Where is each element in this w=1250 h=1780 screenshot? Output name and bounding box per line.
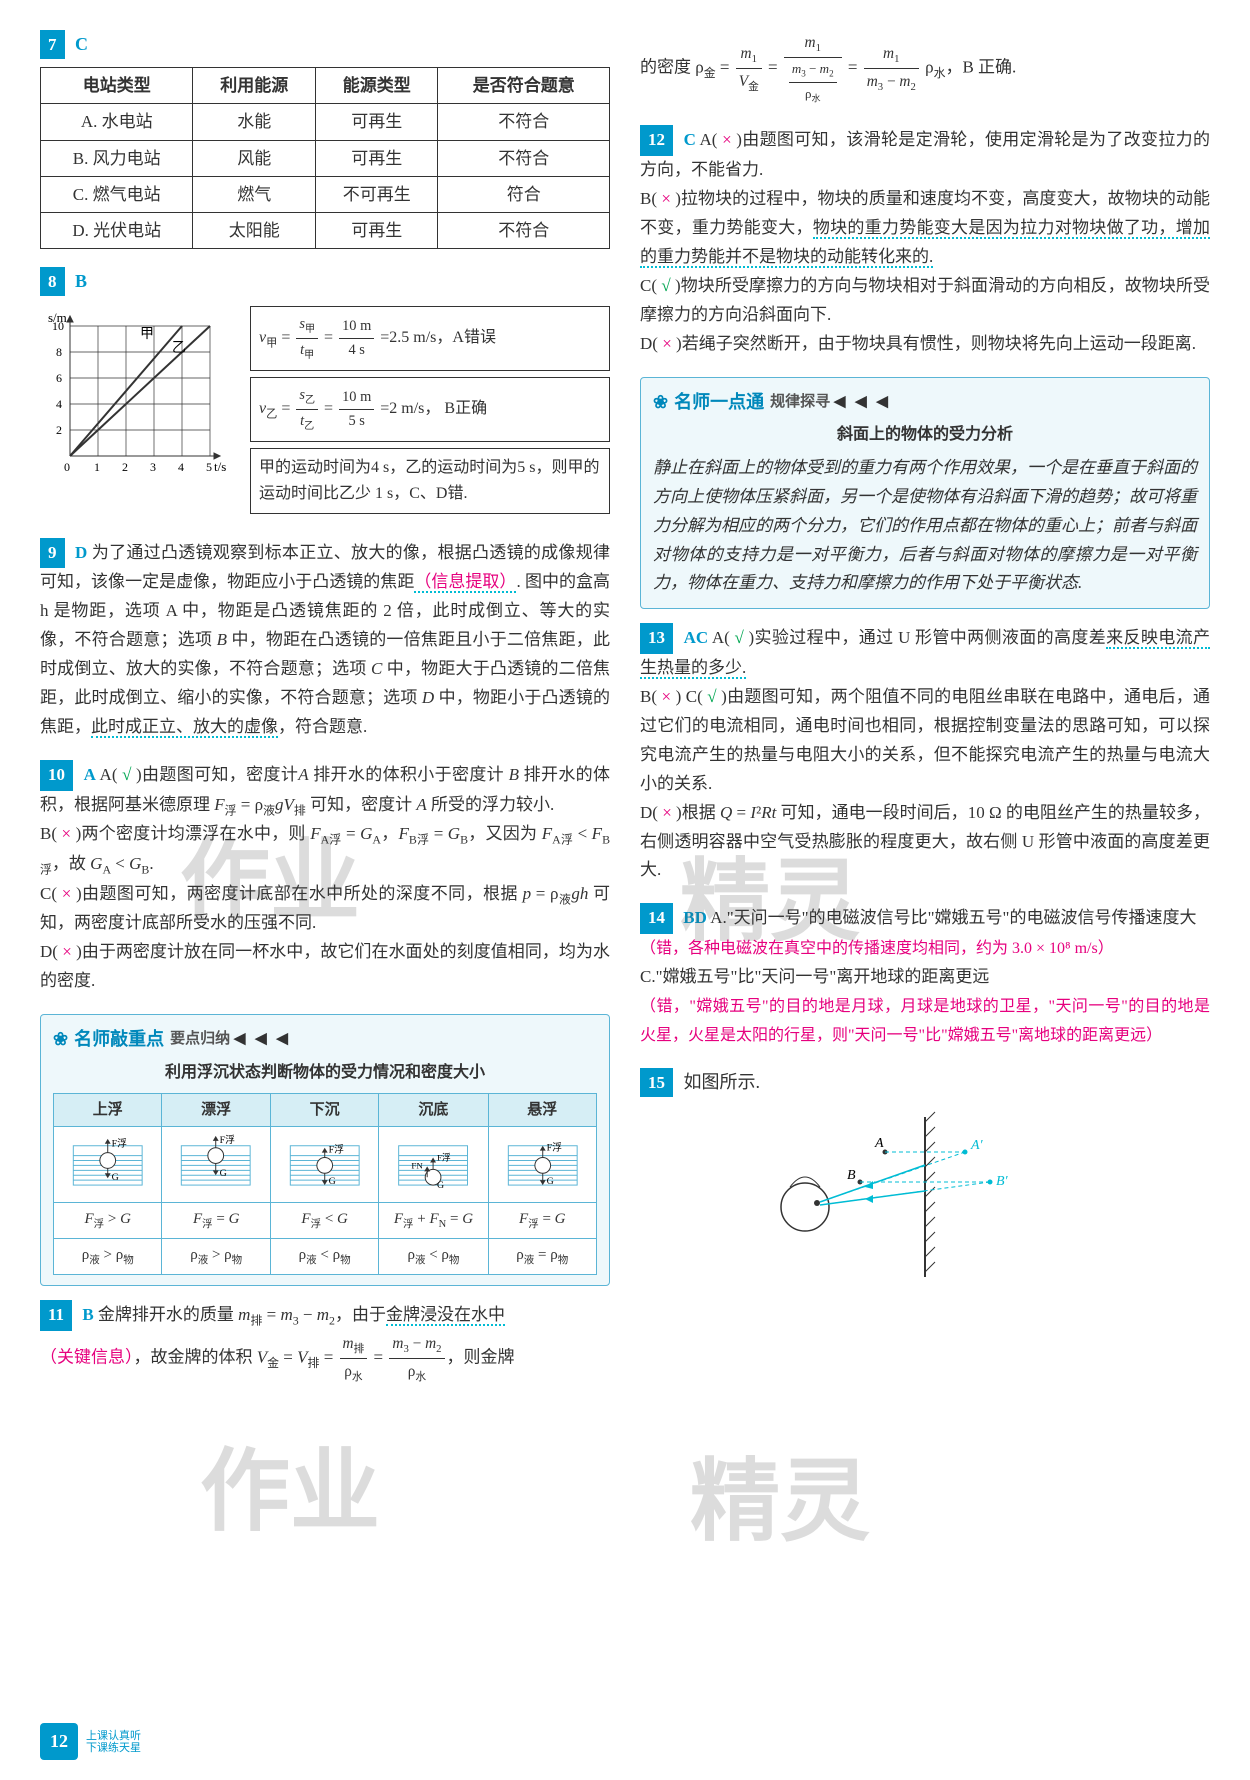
- svg-text:G: G: [220, 1168, 227, 1179]
- q14-a: A."天问一号"的电磁波信号比"嫦娥五号"的电磁波信号传播速度大: [710, 908, 1196, 927]
- svg-text:5: 5: [206, 460, 212, 474]
- q14-answer: BD: [683, 908, 707, 927]
- svg-text:t/s: t/s: [214, 459, 226, 474]
- q12-answer: C: [684, 130, 696, 149]
- svg-text:G: G: [546, 1176, 553, 1187]
- infobox-rules: ❀ 名师一点通 规律探寻 ◀ ◀ ◀ 斜面上的物体的受力分析 静止在斜面上的物体…: [640, 377, 1210, 610]
- q7-table: 电站类型 利用能源 能源类型 是否符合题意 A. 水电站水能可再生不符合 B. …: [40, 67, 610, 249]
- infobox-key-points: ❀ 名师敲重点 要点归纳 ◀ ◀ ◀ 利用浮沉状态判断物体的受力情况和密度大小 …: [40, 1014, 610, 1286]
- q8-calculations: v甲 = s甲t甲 = 10 m4 s =2.5 m/s，A错误 v乙 = s乙…: [250, 306, 610, 519]
- svg-text:A: A: [874, 1136, 884, 1151]
- q8-calc1: v甲 = s甲t甲 = 10 m4 s =2.5 m/s，A错误: [250, 306, 610, 371]
- question-9: 9 D 为了通过凸透镜观察到标本正立、放大的像，根据凸透镜的成像规律可知，该像一…: [40, 538, 610, 742]
- svg-text:4: 4: [56, 397, 62, 411]
- q15-number: 15: [640, 1068, 673, 1097]
- watermark: 精灵: [690, 1430, 870, 1574]
- svg-text:F浮: F浮: [546, 1142, 561, 1154]
- question-10: 10 A A( √ )由题图可知，密度计A 排开水的体积小于密度计 B 排开水的…: [40, 760, 610, 996]
- box1-title: 名师敲重点: [74, 1025, 164, 1054]
- q8-graph: s/m t/s 0 1 2 3 4 5 2 4 6 8 10 甲: [40, 306, 240, 486]
- q7-h3: 是否符合题意: [438, 68, 610, 104]
- svg-text:B: B: [847, 1168, 856, 1183]
- svg-text:B′: B′: [996, 1174, 1009, 1189]
- page-number: 12: [40, 1723, 78, 1760]
- q10-answer: A: [84, 765, 96, 784]
- flower-icon: ❀: [653, 388, 668, 417]
- q9-answer: D: [75, 543, 87, 562]
- q14-note-a: （错，各种电磁波在真空中的传播速度均相同，约为 3.0 × 10⁸ m/s）: [640, 940, 1114, 957]
- question-15: 15 如图所示.: [640, 1068, 1210, 1296]
- footer-sub1: 上课认真听: [86, 1730, 141, 1742]
- flower-icon: ❀: [53, 1025, 68, 1054]
- q9-number: 9: [40, 538, 65, 569]
- q14-c: C."嫦娥五号"比"天问一号"离开地球的距离更远: [640, 967, 989, 986]
- mirror-diagram: A B A′ B′: [640, 1107, 1210, 1296]
- buoyancy-table: 上浮 漂浮 下沉 沉底 悬浮 F浮G F浮G F浮G F浮FNG F浮G F浮 …: [53, 1093, 597, 1275]
- footer-sub2: 下课练天星: [86, 1742, 141, 1754]
- svg-text:2: 2: [56, 423, 62, 437]
- svg-text:F浮: F浮: [437, 1152, 451, 1163]
- q7-h0: 电站类型: [41, 68, 193, 104]
- q7-h1: 利用能源: [193, 68, 316, 104]
- q15-label: 如图所示.: [684, 1072, 761, 1092]
- question-14: 14 BD A."天问一号"的电磁波信号比"嫦娥五号"的电磁波信号传播速度大 （…: [640, 903, 1210, 1049]
- q14-number: 14: [640, 903, 673, 934]
- svg-text:10: 10: [52, 319, 64, 333]
- svg-text:6: 6: [56, 371, 62, 385]
- question-12: 12 C A( × )由题图可知，该滑轮是定滑轮，使用定滑轮是为了改变拉力的方向…: [640, 125, 1210, 358]
- q11-answer: B: [82, 1305, 93, 1324]
- svg-text:1: 1: [94, 460, 100, 474]
- q7-number: 7: [40, 30, 65, 59]
- svg-text:F浮: F浮: [220, 1134, 235, 1146]
- watermark: 作业: [200, 1420, 380, 1564]
- q13-number: 13: [640, 623, 673, 654]
- svg-text:A′: A′: [970, 1138, 984, 1153]
- q13-answer: AC: [684, 628, 709, 647]
- q8-calc3: 甲的运动时间为4 s，乙的运动时间为5 s，则甲的运动时间比乙少 1 s，C、D…: [250, 448, 610, 513]
- q10-number: 10: [40, 760, 73, 791]
- question-8: 8 B: [40, 267, 610, 519]
- q8-calc2: v乙 = s乙t乙 = 10 m5 s =2 m/s， B正确: [250, 377, 610, 442]
- q7-h2: 能源类型: [315, 68, 438, 104]
- svg-text:G: G: [437, 1180, 444, 1190]
- q8-number: 8: [40, 267, 65, 296]
- box2-title: 名师一点通: [674, 388, 764, 417]
- box1-subtitle: 利用浮沉状态判断物体的受力情况和密度大小: [53, 1060, 597, 1086]
- page-footer: 12 上课认真听 下课练天星: [40, 1723, 141, 1760]
- svg-text:甲: 甲: [140, 327, 154, 342]
- question-7: 7 C 电站类型 利用能源 能源类型 是否符合题意 A. 水电站水能可再生不符合…: [40, 30, 610, 249]
- svg-text:3: 3: [150, 460, 156, 474]
- svg-text:F浮: F浮: [329, 1144, 344, 1156]
- svg-text:FN: FN: [412, 1161, 424, 1171]
- svg-text:0: 0: [64, 460, 70, 474]
- svg-text:8: 8: [56, 345, 62, 359]
- question-13: 13 AC A( √ )实验过程中，通过 U 形管中两侧液面的高度差来反映电流产…: [640, 623, 1210, 885]
- q11-number: 11: [40, 1300, 72, 1331]
- question-11: 11 B 金牌排开水的质量 m排 = m3 − m2，由于金牌浸没在水中 （关键…: [40, 1300, 610, 1386]
- box2-body: 静止在斜面上的物体受到的重力有两个作用效果，一个是在垂直于斜面的方向上使物体压紧…: [653, 454, 1197, 598]
- q8-answer: B: [75, 271, 87, 291]
- svg-text:乙: 乙: [172, 340, 186, 356]
- q12-number: 12: [640, 125, 673, 156]
- svg-text:F浮: F浮: [112, 1138, 127, 1150]
- svg-text:2: 2: [122, 460, 128, 474]
- q11-continuation: 的密度 ρ金 = m1V金 = m1m3 − m2ρ水 = m1m3 − m2 …: [640, 30, 1210, 107]
- q7-answer: C: [75, 34, 88, 54]
- svg-text:4: 4: [178, 460, 184, 474]
- svg-text:G: G: [329, 1176, 336, 1187]
- q14-note-c: （错，"嫦娥五号"的目的地是月球，月球是地球的卫星，"天问一号"的目的地是火星，…: [640, 998, 1210, 1044]
- svg-text:G: G: [112, 1172, 119, 1183]
- box2-subtitle: 斜面上的物体的受力分析: [653, 422, 1197, 448]
